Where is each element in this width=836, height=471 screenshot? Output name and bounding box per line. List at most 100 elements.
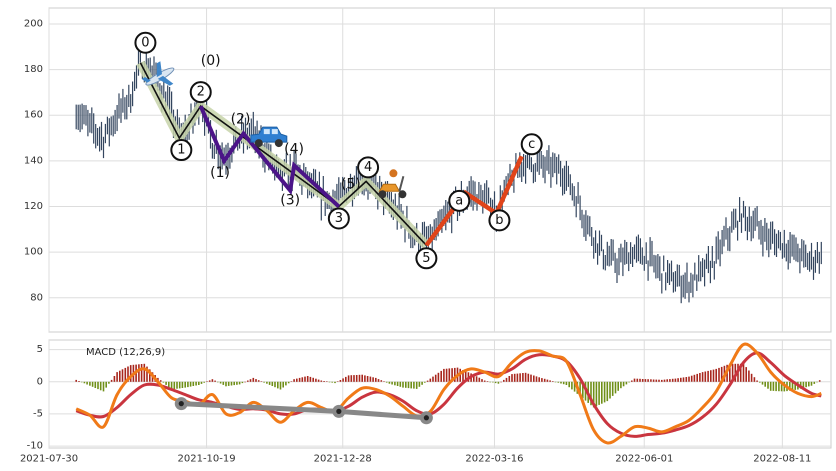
macd-histogram-bar: [674, 378, 677, 382]
primary-wave-marker: [189, 81, 212, 104]
macd-histogram-bar: [247, 380, 249, 382]
macd-histogram-bar: [394, 381, 396, 386]
macd-histogram-bar: [666, 379, 668, 382]
macd-histogram-bar: [119, 370, 121, 382]
macd-histogram-bar: [149, 369, 151, 382]
macd-label: MACD (12,26,9): [86, 347, 165, 358]
macd-histogram-bar: [756, 380, 758, 382]
macd-histogram-bar: [633, 378, 636, 382]
macd-histogram-bar: [80, 381, 83, 383]
macd-histogram-bar: [685, 377, 688, 382]
macd-histogram-bar: [729, 363, 731, 382]
macd-histogram-bar: [568, 381, 570, 388]
macd-histogram-bar: [285, 381, 287, 386]
macd-histogram-bar: [625, 381, 628, 385]
macd-histogram-bar: [421, 381, 423, 385]
macd-histogram-bar: [535, 376, 538, 382]
macd-histogram-bar: [483, 380, 486, 382]
price-y-tick-label: 200: [24, 18, 43, 29]
macd-histogram-bar: [369, 376, 372, 382]
primary-wave-label: 0: [141, 35, 149, 50]
macd-histogram-bar: [252, 377, 255, 382]
macd-histogram-bar: [759, 381, 761, 383]
car-icon: [250, 126, 288, 148]
macd-histogram-bar: [309, 376, 312, 382]
macd-histogram-bar: [102, 381, 105, 392]
macd-histogram-bar: [690, 375, 693, 382]
macd-histogram-bar: [794, 381, 796, 390]
macd-histogram-bar: [677, 378, 679, 382]
macd-histogram-bar: [775, 381, 777, 392]
macd-histogram-bar: [326, 381, 328, 382]
macd-histogram-bar: [227, 381, 230, 386]
macd-histogram-bar: [255, 379, 257, 382]
macd-histogram-bar: [620, 381, 622, 389]
price-panel: 80 100 120 140 160 180 200 0 1 2 3 4 5 a b c (0) (1) (2) (…: [24, 7, 832, 333]
x-tick-label: 2022-03-16: [465, 454, 523, 465]
price-y-tick-label: 100: [24, 247, 43, 258]
macd-histogram-bar: [445, 368, 448, 382]
sub-wave-label: (4): [284, 141, 304, 157]
macd-histogram-bar: [323, 381, 325, 382]
airplane-icon: [141, 61, 175, 86]
macd-y-tick-label: 0: [37, 376, 43, 387]
x-tick-label: 2022-06-01: [615, 454, 673, 465]
macd-histogram-bar: [658, 379, 660, 382]
macd-histogram-bar: [454, 367, 456, 382]
macd-histogram-bar: [355, 375, 358, 382]
macd-histogram-bar: [426, 380, 429, 382]
macd-histogram-bar: [304, 376, 306, 382]
macd-histogram-bar: [124, 367, 127, 382]
macd-histogram-bar: [110, 379, 113, 382]
sub-wave-label: (3): [280, 193, 300, 209]
macd-histogram-bar: [178, 381, 181, 389]
macd-histogram-bar: [257, 380, 260, 382]
price-gridlines: [48, 8, 831, 332]
macd-histogram-bar: [592, 381, 595, 408]
macd-histogram-bar: [617, 381, 619, 391]
macd-panel: 5 0 -5 -10 MACD (12,26,9): [27, 339, 832, 452]
macd-histogram-bar: [263, 381, 265, 383]
macd-histogram-bar: [342, 378, 344, 382]
macd-y-ticks: 5 0 -5 -10: [27, 344, 43, 451]
macd-histogram-bar: [200, 381, 203, 384]
macd-histogram-bar: [789, 381, 791, 391]
sub-wave-label: (0): [201, 53, 221, 69]
macd-histogram-bar: [680, 377, 682, 382]
macd-histogram-bar: [306, 376, 309, 382]
macd-histogram-bar: [639, 378, 641, 382]
macd-histogram-bar: [565, 381, 568, 385]
macd-histogram-bar: [219, 381, 222, 384]
macd-histogram-bar: [391, 381, 393, 385]
macd-histogram-bar: [339, 380, 342, 382]
sub-wave-label: (1): [210, 165, 230, 181]
macd-histogram-bar: [429, 378, 432, 382]
macd-histogram-bar: [720, 366, 723, 382]
macd-histogram-bar: [448, 368, 451, 382]
x-tick-label: 2022-08-11: [753, 454, 811, 465]
macd-histogram-bar: [696, 373, 698, 382]
macd-histogram-bar: [127, 366, 129, 382]
macd-histogram-bar: [699, 373, 701, 382]
correction-wave-marker: [448, 189, 471, 212]
macd-histogram-bar: [767, 381, 769, 389]
macd-histogram-bar: [184, 381, 186, 388]
price-content: 0 1 2 3 4 5 a b c (0) (1) (2) (3) (4) (5): [75, 31, 822, 304]
macd-histogram-bar: [805, 381, 807, 388]
macd-histogram-bar: [731, 363, 734, 382]
macd-histogram-bar: [601, 381, 603, 404]
macd-histogram-bar: [159, 380, 162, 382]
macd-histogram-bar: [94, 381, 97, 388]
macd-histogram-bar: [91, 381, 94, 387]
macd-histogram-bar: [89, 381, 91, 386]
macd-histogram-bar: [385, 381, 388, 383]
macd-histogram-bar: [688, 376, 690, 382]
macd-histogram-bar: [606, 381, 609, 402]
scooter-icon: [378, 169, 407, 199]
macd-histogram-bar: [552, 381, 554, 382]
macd-histogram-bar: [198, 381, 200, 385]
divergence-point-center: [336, 408, 342, 414]
macd-histogram-bar: [671, 378, 674, 382]
macd-histogram-bar: [345, 376, 347, 382]
